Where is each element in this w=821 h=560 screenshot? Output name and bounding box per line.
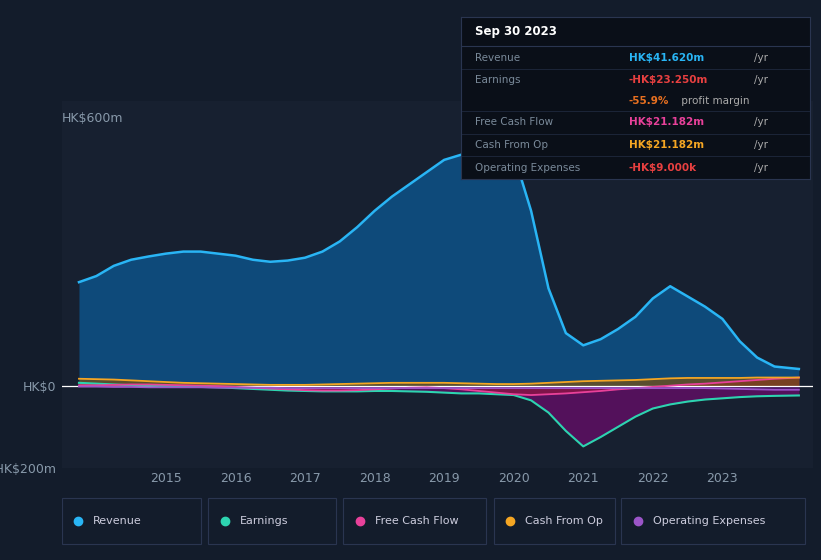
Text: Free Cash Flow: Free Cash Flow (475, 118, 553, 128)
Text: -55.9%: -55.9% (629, 96, 669, 106)
Text: /yr: /yr (754, 118, 768, 128)
Text: /yr: /yr (754, 53, 768, 63)
Text: Revenue: Revenue (475, 53, 521, 63)
Text: Operating Expenses: Operating Expenses (475, 163, 580, 173)
Text: /yr: /yr (754, 140, 768, 150)
Text: HK$21.182m: HK$21.182m (629, 118, 704, 128)
Text: Cash From Op: Cash From Op (475, 140, 548, 150)
Text: Operating Expenses: Operating Expenses (653, 516, 765, 526)
Text: -HK$9.000k: -HK$9.000k (629, 163, 697, 173)
Text: Revenue: Revenue (93, 516, 142, 526)
Text: HK$21.182m: HK$21.182m (629, 140, 704, 150)
Text: HK$41.620m: HK$41.620m (629, 53, 704, 63)
Text: Free Cash Flow: Free Cash Flow (375, 516, 458, 526)
Text: Sep 30 2023: Sep 30 2023 (475, 25, 557, 38)
Text: /yr: /yr (754, 76, 768, 85)
Text: Earnings: Earnings (240, 516, 288, 526)
Text: HK$600m: HK$600m (62, 112, 123, 125)
Text: Cash From Op: Cash From Op (525, 516, 603, 526)
Text: profit margin: profit margin (678, 96, 750, 106)
Text: /yr: /yr (754, 163, 768, 173)
Text: Earnings: Earnings (475, 76, 521, 85)
Text: -HK$23.250m: -HK$23.250m (629, 76, 709, 85)
